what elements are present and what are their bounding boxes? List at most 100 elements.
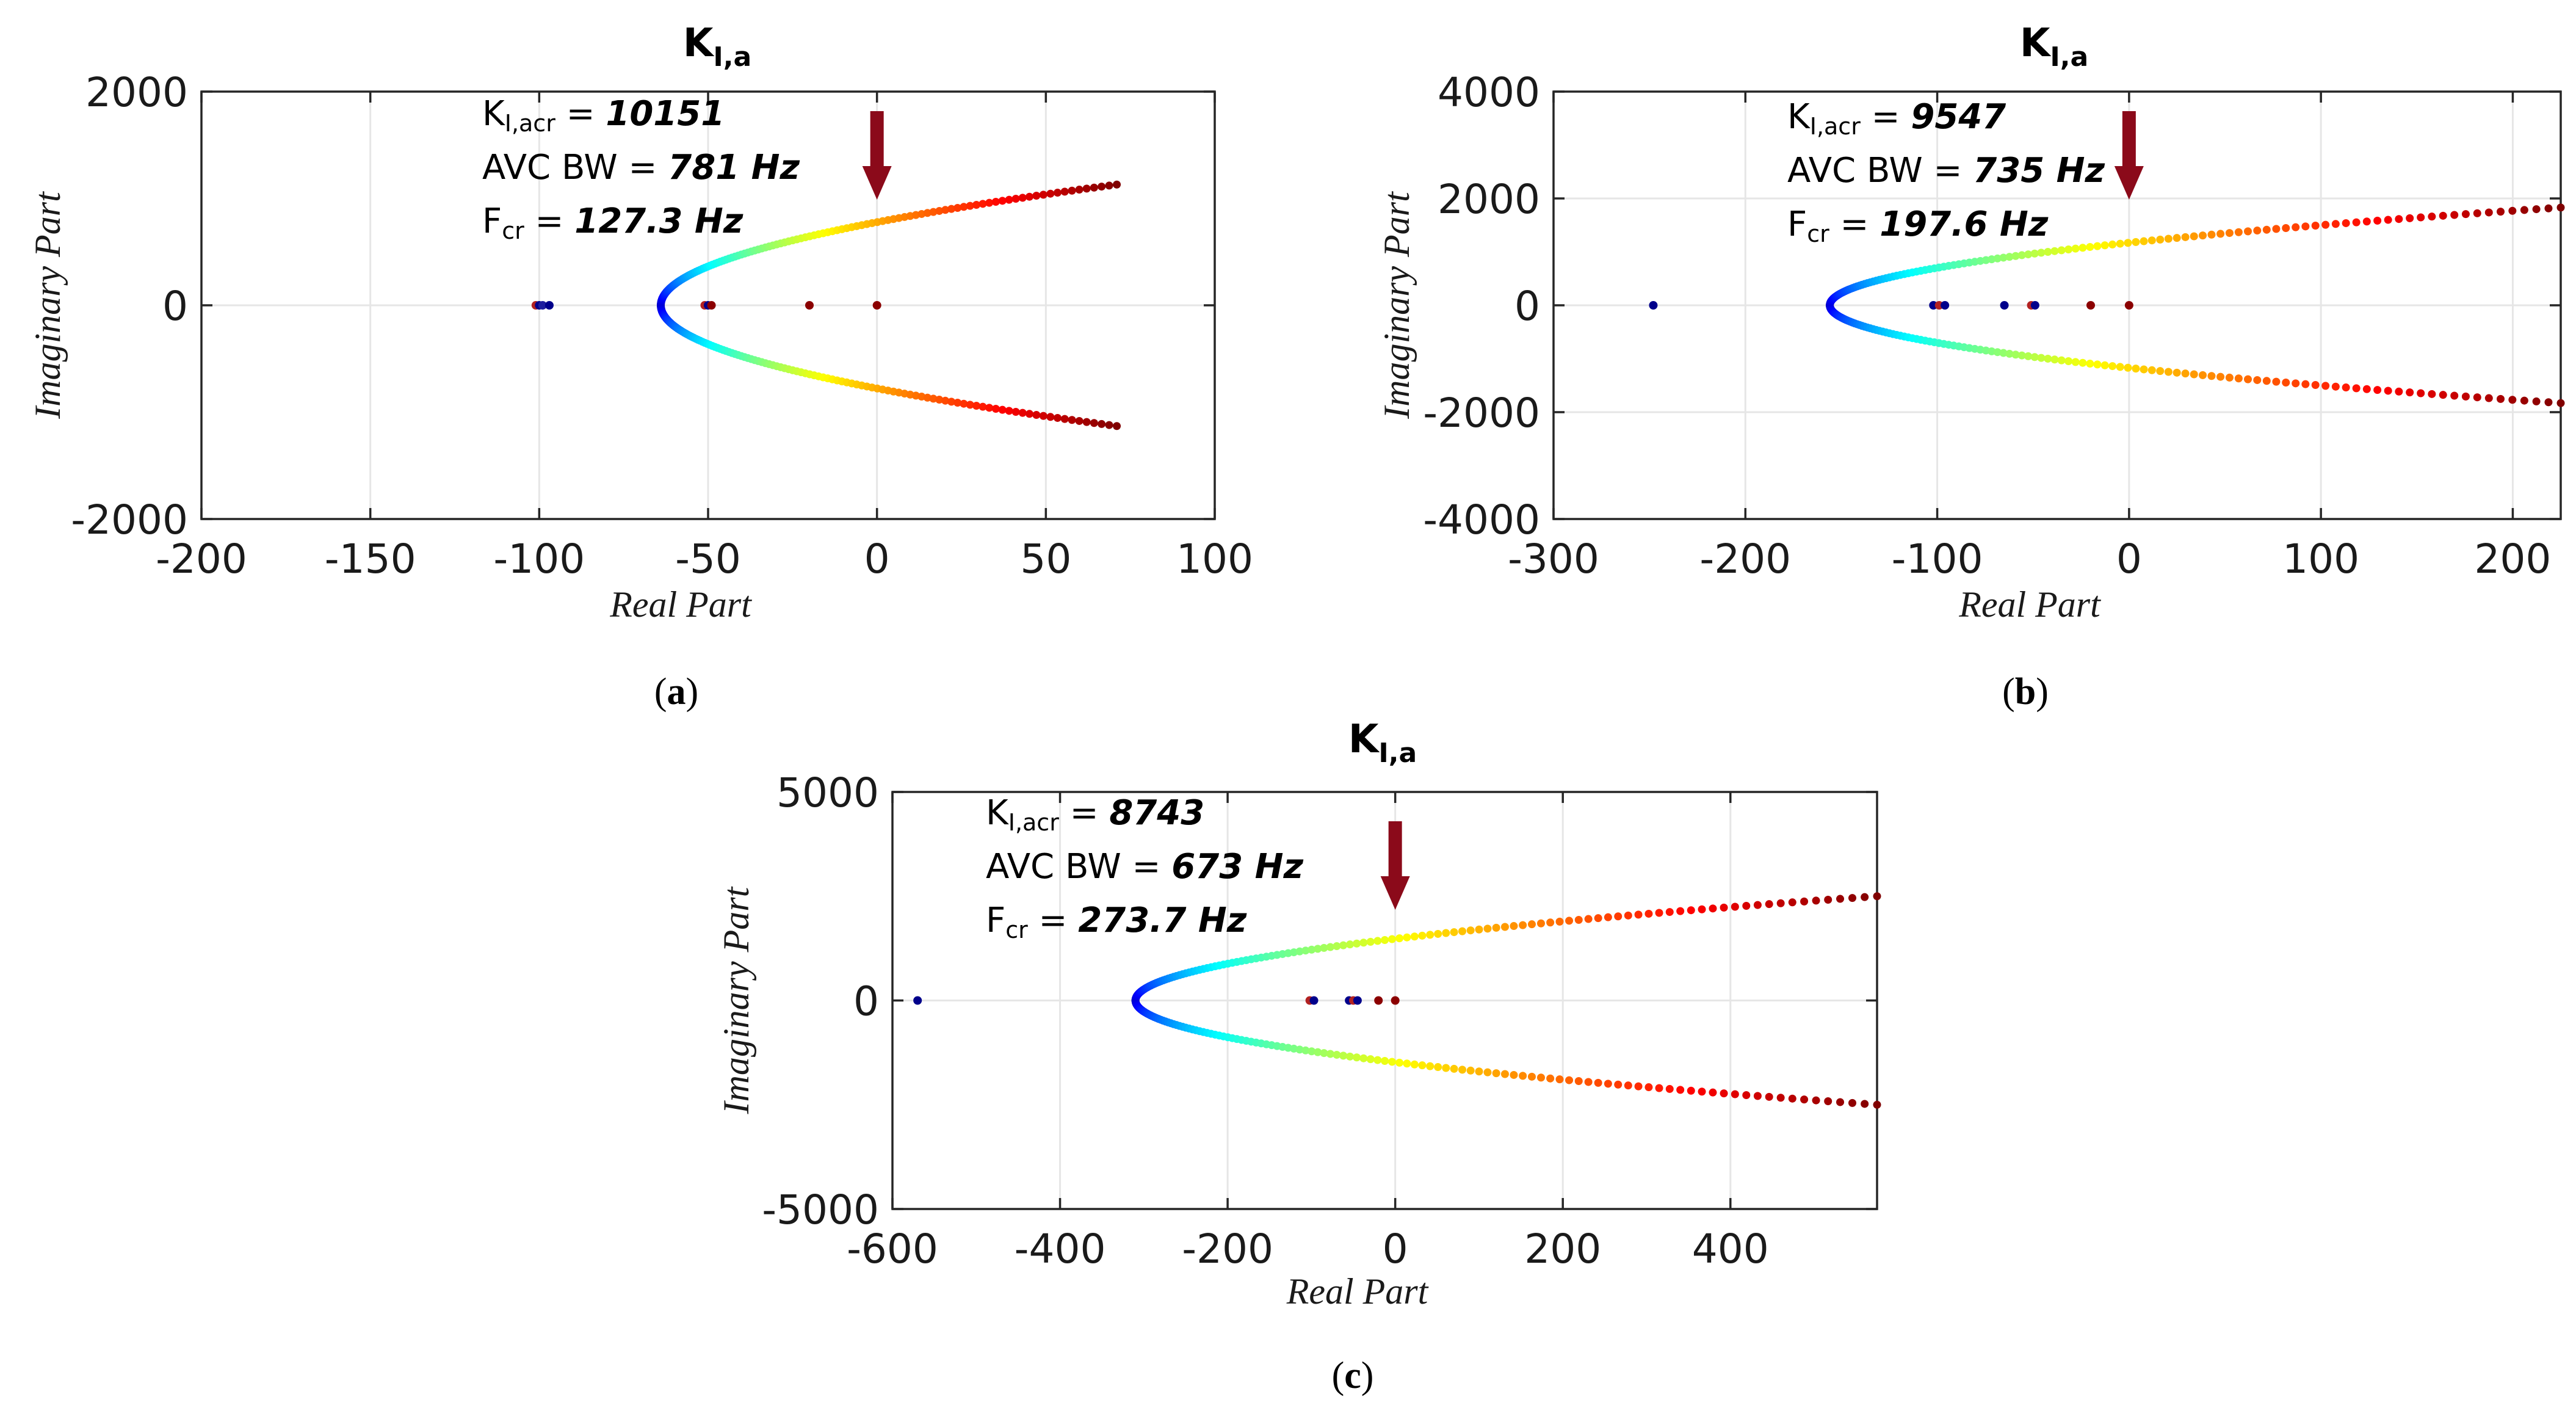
bw-label: AVC BW — [986, 847, 1121, 887]
real-axis-pole — [2086, 301, 2095, 310]
locus-point-lower — [2243, 375, 2252, 383]
f-value: 197.6 Hz — [1880, 205, 2048, 244]
locus-point-lower — [2147, 366, 2156, 374]
locus-point-lower — [2450, 391, 2459, 400]
locus-point-upper — [2272, 225, 2281, 233]
locus-point-lower — [2181, 369, 2190, 378]
locus-point-lower — [1565, 1076, 1574, 1084]
locus-point-upper — [1301, 946, 1310, 955]
locus-point-upper — [1395, 934, 1404, 943]
x-tick-label: 100 — [1176, 536, 1253, 583]
bw-value: 781 Hz — [668, 148, 800, 187]
locus-point-upper — [2005, 253, 2014, 261]
locus-point-upper — [2450, 211, 2459, 219]
locus-point-upper — [2024, 250, 2033, 259]
locus-point-upper — [1776, 899, 1785, 907]
locus-point-lower — [1011, 407, 1020, 416]
locus-point-lower — [2050, 355, 2059, 364]
locus-point-lower — [1644, 1083, 1653, 1092]
locus-point-lower — [2331, 382, 2340, 391]
locus-point-lower — [1426, 1062, 1435, 1070]
real-axis-pole — [545, 301, 554, 310]
locus-point-lower — [1346, 1052, 1355, 1061]
real-axis-pole — [707, 301, 716, 310]
locus-point-upper — [1483, 924, 1492, 933]
locus-point-upper — [2282, 224, 2290, 233]
locus-point-lower — [1466, 1066, 1475, 1075]
locus-point-upper — [1574, 915, 1583, 924]
locus-point-lower — [2086, 360, 2094, 368]
locus-point-upper — [960, 203, 968, 211]
locus-point-upper — [1999, 253, 2008, 262]
locus-point-lower — [1836, 1098, 1845, 1106]
locus-point-upper — [1594, 914, 1602, 923]
locus-point-lower — [1018, 408, 1027, 417]
locus-point-lower — [1765, 1092, 1773, 1101]
locus-point-lower — [1720, 1089, 1728, 1098]
real-axis-pole — [2000, 301, 2009, 310]
locus-point-lower — [2064, 357, 2073, 365]
locus-point-lower — [1053, 413, 1062, 422]
locus-point-lower — [1353, 1053, 1361, 1062]
locus-point-lower — [1339, 1051, 1348, 1060]
locus-point-lower — [1848, 1098, 1857, 1107]
k-subscript: I,acr — [1810, 113, 1861, 140]
x-tick-label: -100 — [1892, 536, 1983, 583]
locus-point-lower — [1403, 1059, 1411, 1068]
locus-point-upper — [1295, 947, 1304, 956]
locus-point-upper — [1090, 183, 1098, 192]
locus-point-lower — [1788, 1094, 1796, 1103]
locus-point-lower — [1492, 1069, 1500, 1078]
locus-point-lower — [2373, 386, 2382, 394]
locus-point-lower — [1604, 1080, 1612, 1088]
locus-point-lower — [2216, 372, 2225, 381]
locus-point-upper — [1731, 902, 1739, 911]
locus-point-lower — [2140, 365, 2148, 374]
y-tick-label: 0 — [853, 978, 879, 1025]
locus-point-lower — [929, 394, 938, 403]
locus-point-upper — [2496, 208, 2505, 216]
caption-letter: b — [2015, 671, 2036, 713]
locus-point-lower — [1442, 1064, 1450, 1072]
equals-sign: = — [1840, 205, 1869, 244]
locus-point-lower — [1687, 1086, 1695, 1095]
x-tick-label: 0 — [864, 536, 890, 583]
locus-point-lower — [1387, 1058, 1396, 1066]
locus-point-upper — [1075, 186, 1084, 194]
locus-point-upper — [2190, 232, 2198, 241]
locus-point-upper — [1812, 896, 1820, 905]
locus-point-upper — [2216, 230, 2225, 238]
locus-point-lower — [2473, 393, 2481, 402]
locus-point-upper — [1373, 937, 1382, 945]
locus-point-lower — [2417, 389, 2425, 398]
locus-point-upper — [1011, 195, 1020, 203]
equals-sign: = — [629, 148, 657, 187]
locus-point-lower — [1068, 416, 1076, 424]
locus-point-upper — [972, 200, 981, 209]
y-tick-label: 4000 — [1438, 69, 1540, 116]
locus-point-upper — [2544, 204, 2553, 212]
locus-point-lower — [1999, 349, 2008, 357]
locus-point-lower — [2116, 363, 2124, 371]
x-tick-label: 0 — [2116, 536, 2142, 583]
x-tick-label: -600 — [847, 1225, 938, 1273]
locus-point-upper — [2301, 222, 2310, 231]
y-tick-label: 2000 — [1438, 176, 1540, 223]
critical-arrow-icon — [1380, 821, 1410, 910]
locus-point-upper — [1824, 895, 1833, 904]
y-tick-label: 5000 — [776, 769, 879, 816]
equals-sign: = — [1872, 97, 1900, 137]
locus-point-lower — [1105, 421, 1113, 429]
locus-point-upper — [1326, 943, 1334, 951]
x-tick-label: -50 — [675, 536, 741, 583]
locus-point-upper — [1426, 931, 1435, 939]
locus-point-upper — [1339, 941, 1348, 949]
y-tick-label: 0 — [1514, 283, 1540, 330]
locus-point-upper — [1584, 915, 1593, 923]
k-subscript: I,acr — [505, 110, 555, 137]
locus-point-upper — [2311, 221, 2320, 230]
locus-point-upper — [2520, 206, 2528, 214]
locus-point-lower — [2544, 398, 2553, 407]
locus-point-upper — [1546, 918, 1555, 927]
locus-point-upper — [2147, 236, 2156, 245]
